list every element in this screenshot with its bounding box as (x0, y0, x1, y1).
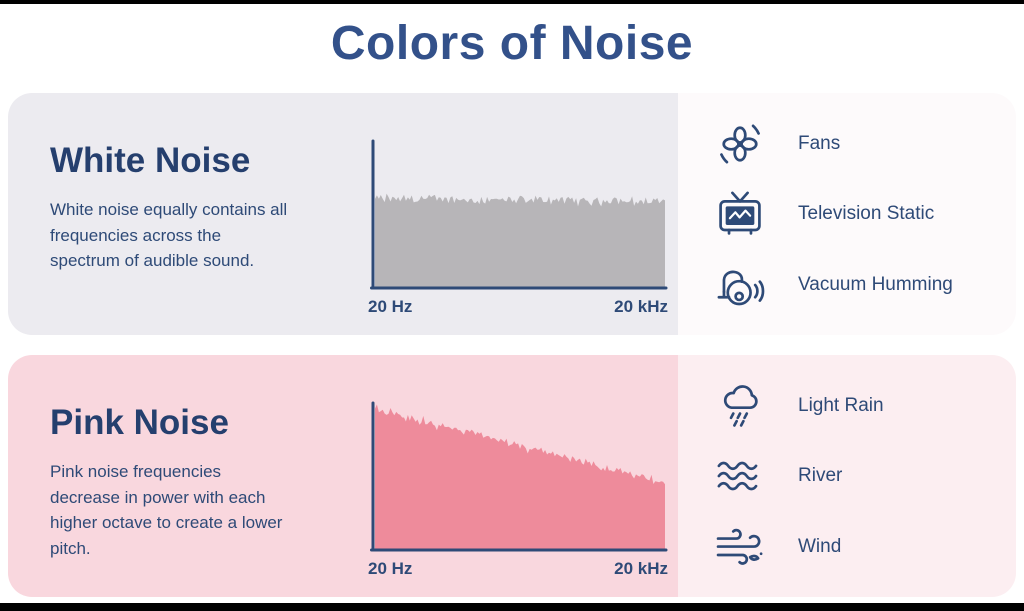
example-label: River (798, 465, 843, 486)
pink-noise-examples: Light Rain River (678, 355, 1016, 597)
x-axis-max-label: 20 kHz (614, 297, 668, 316)
pink-noise-main: Pink Noise Pink noise frequencies decrea… (8, 355, 678, 597)
white-noise-examples: Fans Television Static (678, 93, 1016, 335)
pink-noise-description: Pink noise frequencies decrease in power… (50, 462, 283, 558)
example-row-wind: Wind (712, 519, 998, 575)
pink-noise-spectrum-chart: 20 Hz 20 kHz (368, 401, 668, 597)
top-letterbox-bar (0, 0, 1024, 4)
river-icon (712, 448, 768, 504)
example-label: Wind (798, 535, 842, 557)
white-noise-text: White Noise White noise equally contains… (50, 141, 322, 335)
rain-cloud-icon (712, 378, 768, 434)
pink-noise-title: Pink Noise (50, 403, 229, 442)
x-axis-max-label: 20 kHz (614, 559, 668, 578)
example-row-light-rain: Light Rain (712, 378, 998, 434)
example-row-fans: Fans (712, 116, 998, 172)
page-title: Colors of Noise (330, 17, 694, 70)
pink-noise-panel: Pink Noise Pink noise frequencies decrea… (8, 355, 1016, 597)
white-noise-description: White noise equally contains all frequen… (50, 200, 288, 270)
white-noise-spectrum-chart: 20 Hz 20 kHz (368, 139, 668, 335)
bottom-letterbox-bar (0, 603, 1024, 611)
x-axis-min-label: 20 Hz (368, 559, 413, 578)
white-noise-spectrum-plot (370, 139, 668, 290)
white-noise-main: White Noise White noise equally contains… (8, 93, 678, 335)
example-label: Television Static (798, 203, 935, 224)
white-noise-panel: White Noise White noise equally contains… (8, 93, 1016, 335)
white-noise-axis-labels: 20 Hz 20 kHz (368, 297, 668, 317)
example-row-vacuum-humming: Vacuum Humming (712, 257, 998, 313)
wind-icon (712, 519, 768, 575)
fan-icon (712, 116, 768, 172)
vacuum-icon (712, 257, 768, 313)
pink-noise-axis-labels: 20 Hz 20 kHz (368, 559, 668, 579)
pink-noise-spectrum-plot (370, 401, 668, 552)
example-row-river: River (712, 448, 998, 504)
example-row-television-static: Television Static (712, 186, 998, 242)
example-label: Light Rain (798, 394, 884, 416)
tv-static-icon (712, 186, 768, 242)
example-label: Fans (798, 132, 841, 154)
example-label: Vacuum Humming (798, 273, 953, 295)
pink-noise-text: Pink Noise Pink noise frequencies decrea… (50, 403, 322, 597)
white-noise-title: White Noise (50, 141, 251, 180)
x-axis-min-label: 20 Hz (368, 297, 413, 316)
